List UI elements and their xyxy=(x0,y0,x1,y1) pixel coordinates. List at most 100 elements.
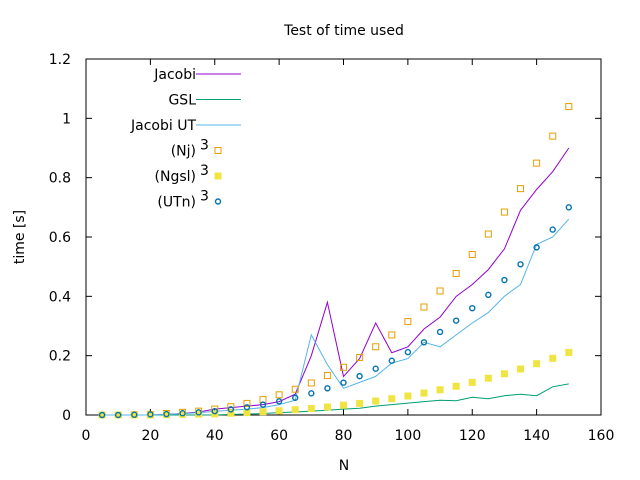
point-nj xyxy=(468,251,476,259)
y-axis-label: time [s] xyxy=(12,210,28,264)
x-tick-label: 80 xyxy=(335,428,353,444)
legend-label-utn: (UTn) xyxy=(157,195,196,211)
point-ngsl xyxy=(130,411,138,419)
x-tick-label: 0 xyxy=(82,428,91,444)
y-tick-label: 0.2 xyxy=(49,349,71,365)
point-utn xyxy=(501,276,508,284)
point-nj xyxy=(452,269,460,277)
point-utn xyxy=(308,390,315,397)
point-nj xyxy=(565,102,573,110)
point-ngsl xyxy=(372,397,380,405)
point-utn xyxy=(98,411,106,419)
x-tick-label: 160 xyxy=(588,428,615,444)
legend-superscript: 3 xyxy=(200,138,209,154)
point-utn xyxy=(114,411,122,419)
point-ngsl xyxy=(195,410,203,418)
point-ngsl xyxy=(420,389,428,397)
point-ngsl xyxy=(549,354,557,362)
point-ngsl xyxy=(533,360,541,368)
y-tick-label: 1 xyxy=(62,111,71,127)
x-tick-label: 120 xyxy=(459,428,486,444)
point-ngsl xyxy=(356,399,364,407)
point-nj xyxy=(291,385,299,393)
series-line-jacobi-ut xyxy=(102,218,570,416)
point-utn xyxy=(436,328,444,336)
point-nj xyxy=(243,399,251,407)
point-utn xyxy=(259,401,267,408)
point-ngsl xyxy=(243,409,251,417)
point-utn xyxy=(549,226,556,233)
point-utn xyxy=(340,379,347,386)
point-nj xyxy=(307,379,315,387)
point-nj xyxy=(372,343,380,351)
y-tick-label: 0 xyxy=(62,408,71,424)
point-ngsl xyxy=(517,365,525,373)
point-utn xyxy=(195,409,202,416)
point-nj xyxy=(549,132,557,140)
plot-area xyxy=(98,102,573,419)
point-nj xyxy=(517,185,525,193)
point-utn xyxy=(533,244,540,251)
point-ngsl xyxy=(565,348,573,356)
point-ngsl xyxy=(340,401,347,409)
legend-swatch-nj xyxy=(214,147,222,154)
point-utn xyxy=(469,305,476,312)
legend-label-jacobi-ut: Jacobi UT xyxy=(130,118,196,134)
point-nj xyxy=(484,230,492,238)
legend-superscript: 3 xyxy=(200,189,209,205)
y-tick-label: 0.6 xyxy=(49,230,71,246)
point-utn xyxy=(131,411,138,418)
point-ngsl xyxy=(436,386,444,394)
point-ngsl xyxy=(98,411,106,419)
point-utn xyxy=(292,394,299,401)
series-line-jacobi xyxy=(102,147,570,416)
point-ngsl xyxy=(323,403,331,411)
point-utn xyxy=(147,411,154,418)
plot-frame xyxy=(85,58,602,416)
series-line-gsl xyxy=(102,383,569,416)
legend-label-ngsl: (Ngsl) xyxy=(155,169,196,185)
point-utn xyxy=(388,357,395,364)
point-nj xyxy=(323,372,331,380)
point-nj xyxy=(275,391,283,399)
axes xyxy=(85,58,602,416)
point-ngsl xyxy=(259,408,267,416)
ticks: 0 20 40 60 80 100 120 140 160 0 0.2 0.4 0.6 0.8 1 1.2 xyxy=(49,52,615,444)
x-tick-label: 40 xyxy=(206,428,224,444)
point-nj xyxy=(227,403,235,411)
point-utn xyxy=(227,406,235,413)
point-ngsl xyxy=(484,374,492,382)
point-nj xyxy=(420,303,428,311)
x-tick-label: 60 xyxy=(270,428,288,444)
point-ngsl xyxy=(307,404,315,412)
legend-label-jacobi: Jacobi xyxy=(153,67,196,83)
point-utn xyxy=(372,365,379,372)
point-utn xyxy=(565,204,573,211)
chart-title: Test of time used xyxy=(283,23,404,39)
x-tick-label: 20 xyxy=(141,428,159,444)
point-ngsl xyxy=(500,370,508,378)
point-ngsl xyxy=(275,407,283,415)
point-utn xyxy=(485,291,492,299)
legend-label-gsl: GSL xyxy=(168,93,196,109)
point-nj xyxy=(500,208,508,216)
point-nj xyxy=(436,287,444,295)
point-ngsl xyxy=(404,392,412,400)
point-utn xyxy=(179,410,186,417)
point-ngsl xyxy=(227,409,235,417)
point-nj xyxy=(533,159,541,167)
x-tick-label: 100 xyxy=(395,428,422,444)
legend-swatch-ngsl xyxy=(214,172,222,180)
legend-label-nj: (Nj) xyxy=(171,144,196,160)
point-utn xyxy=(420,339,428,346)
point-utn xyxy=(163,410,170,418)
point-ngsl xyxy=(162,411,170,419)
point-utn xyxy=(211,407,218,415)
point-ngsl xyxy=(388,395,396,403)
point-utn xyxy=(356,372,363,380)
point-utn xyxy=(452,317,460,324)
point-utn xyxy=(324,385,331,392)
x-axis-label: N xyxy=(339,458,349,474)
